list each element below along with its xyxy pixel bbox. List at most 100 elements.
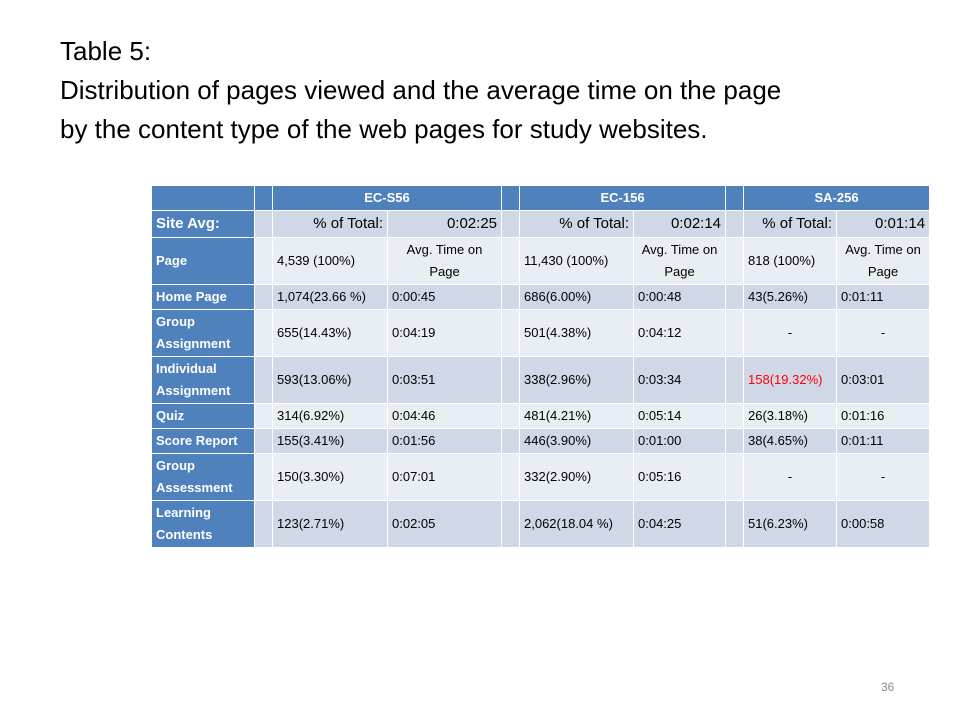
table-cell: 593(13.06%)	[272, 356, 388, 404]
row-label: Score Report	[151, 428, 255, 454]
table-cell: 43(5.26%)	[743, 284, 838, 310]
table-cell: 0:00:58	[836, 500, 931, 548]
table-cell	[725, 309, 745, 357]
table-cell	[501, 428, 520, 454]
table-cell	[254, 237, 273, 285]
table-cell: 0:00:48	[632, 284, 727, 310]
table-cell	[501, 403, 520, 429]
header-sa-256: SA-256	[743, 185, 931, 211]
table-cell	[501, 453, 520, 501]
table-cell: 150(3.30%)	[272, 453, 388, 501]
table-cell: 4,539 (100%)	[272, 237, 388, 285]
table-row: Home Page 1,074(23.66 %) 0:00:45 686(6.00%)…	[151, 284, 931, 310]
table-cell: 338(2.96%)	[519, 356, 634, 404]
table-cell: 1,074(23.66 %)	[272, 284, 388, 310]
table-cell: -	[743, 309, 838, 357]
table-cell: 2,062(18.04 %)	[519, 500, 634, 548]
table-cell: 0:01:16	[836, 403, 931, 429]
table-cell: 0:01:11	[836, 428, 931, 454]
table-cell	[254, 403, 273, 429]
table-row: Score Report 155(3.41%) 0:01:56 446(3.90%) 0…	[151, 428, 931, 454]
table-cell: 0:03:01	[836, 356, 931, 404]
site-avg-cell: 0:01:14	[836, 210, 931, 238]
table-cell	[725, 453, 745, 501]
table-cell: 686(6.00%)	[519, 284, 634, 310]
header-ec-156: EC-156	[518, 185, 727, 211]
title-line-2: Distribution of pages viewed and the ave…	[60, 75, 782, 105]
header-spacer	[725, 185, 745, 211]
row-label: Page	[151, 237, 255, 285]
table-cell: 0:03:34	[632, 356, 727, 404]
row-label: Group Assignment	[151, 309, 255, 357]
distribution-table: EC-S56 EC-156 SA-256 Site Avg: % of Total…	[151, 185, 931, 548]
table-cell	[501, 237, 520, 285]
site-avg-cell	[254, 210, 273, 238]
header-spacer	[254, 185, 273, 211]
table-cell: -	[743, 453, 838, 501]
row-label: Home Page	[151, 284, 255, 310]
table-cell: Avg. Time on Page	[836, 237, 931, 285]
table-row: Group Assessment 150(3.30%) 0:07:01 332(2.9…	[151, 453, 931, 501]
table-cell: 0:05:14	[632, 403, 727, 429]
table-cell: 655(14.43%)	[272, 309, 388, 357]
table-cell	[725, 356, 745, 404]
table-cell	[725, 403, 745, 429]
table-cell	[501, 500, 520, 548]
table-row: Learning Contents 123(2.71%) 0:02:05 2,062(…	[151, 500, 931, 548]
table-cell	[254, 453, 273, 501]
table-cell: 0:05:16	[632, 453, 727, 501]
title-line-3: by the content type of the web pages for…	[60, 114, 708, 144]
table-cell: 0:01:56	[387, 428, 502, 454]
slide-title: Table 5: Distribution of pages viewed an…	[60, 32, 940, 149]
site-avg-cell: % of Total:	[519, 210, 634, 238]
site-avg-cell: % of Total:	[272, 210, 388, 238]
table-cell: Avg. Time on Page	[387, 237, 502, 285]
table-cell: 818 (100%)	[743, 237, 838, 285]
table-cell	[725, 500, 745, 548]
table-cell: 0:04:25	[632, 500, 727, 548]
table-cell	[725, 428, 745, 454]
site-avg-label: Site Avg:	[151, 210, 255, 238]
table-cell	[254, 309, 273, 357]
table-cell: 0:00:45	[387, 284, 502, 310]
site-avg-cell	[725, 210, 745, 238]
table-row: Page 4,539 (100%) Avg. Time on Page 11,430 …	[151, 237, 931, 285]
title-line-1: Table 5:	[60, 36, 152, 66]
table-cell: Avg. Time on Page	[632, 237, 727, 285]
table-cell: 158(19.32%)	[743, 356, 838, 404]
table-cell: 51(6.23%)	[743, 500, 838, 548]
table-cell	[501, 284, 520, 310]
table-cell: 501(4.38%)	[519, 309, 634, 357]
table-cell: 314(6.92%)	[272, 403, 388, 429]
table-cell: 0:07:01	[387, 453, 502, 501]
table-cell	[254, 356, 273, 404]
table-header-row: EC-S56 EC-156 SA-256	[151, 185, 931, 211]
header-label-cell	[151, 185, 255, 211]
row-label: Individual Assignment	[151, 356, 255, 404]
table-row: Quiz 314(6.92%) 0:04:46 481(4.21%) 0:05:14 26…	[151, 403, 931, 429]
site-avg-cell: 0:02:14	[632, 210, 727, 238]
table-cell: 0:03:51	[387, 356, 502, 404]
row-label: Learning Contents	[151, 500, 255, 548]
row-label: Quiz	[151, 403, 255, 429]
table-cell: 0:02:05	[387, 500, 502, 548]
site-avg-cell: 0:02:25	[387, 210, 502, 238]
table-cell: 446(3.90%)	[519, 428, 634, 454]
table-cell: 0:04:46	[387, 403, 502, 429]
table-cell: 332(2.90%)	[519, 453, 634, 501]
site-avg-cell	[501, 210, 520, 238]
table-cell: -	[836, 453, 931, 501]
header-spacer	[501, 185, 520, 211]
table-cell: 0:04:19	[387, 309, 502, 357]
row-label: Group Assessment	[151, 453, 255, 501]
table-cell: 38(4.65%)	[743, 428, 838, 454]
site-avg-cell: % of Total:	[743, 210, 838, 238]
table-cell: 0:01:11	[836, 284, 931, 310]
table-cell: 481(4.21%)	[519, 403, 634, 429]
table-cell	[725, 284, 745, 310]
site-avg-row: Site Avg:% of Total: 0:02:25% of Total: 0:…	[151, 210, 931, 238]
header-ec-s56: EC-S56	[272, 185, 502, 211]
table-cell	[254, 500, 273, 548]
table-cell	[725, 237, 745, 285]
table-cell	[501, 356, 520, 404]
